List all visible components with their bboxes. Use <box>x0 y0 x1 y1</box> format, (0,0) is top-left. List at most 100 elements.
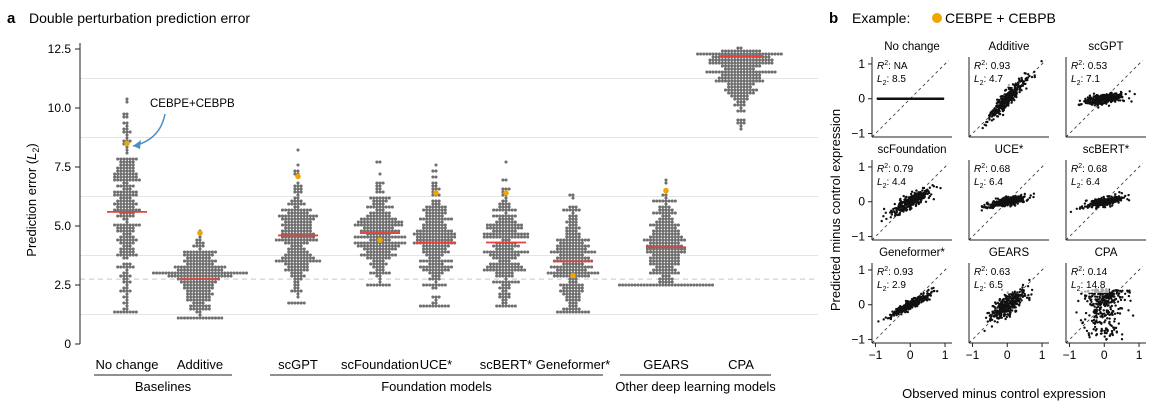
swarm-point <box>378 196 382 200</box>
swarm-point <box>425 223 429 227</box>
scatter-point <box>1023 192 1026 196</box>
swarm-point <box>210 259 214 263</box>
swarm-point <box>739 106 743 110</box>
swarm-point <box>739 76 743 80</box>
swarm-point <box>652 283 656 287</box>
swarm-point <box>727 85 731 89</box>
scatter-point <box>1010 92 1013 95</box>
swarm-point <box>501 217 505 221</box>
swarm-point <box>658 220 662 224</box>
swarm-point <box>568 232 572 236</box>
swarm-point <box>510 262 514 266</box>
swarm-point <box>443 208 447 212</box>
swarm-point <box>381 265 385 269</box>
swarm-point <box>664 277 668 281</box>
swarm-point <box>390 229 394 233</box>
swarm-point <box>372 271 376 275</box>
swarm-point <box>739 85 743 89</box>
swarm-point <box>207 289 211 293</box>
swarm-point <box>586 274 591 278</box>
swarm-point <box>201 265 205 269</box>
scatter-point <box>910 97 913 100</box>
scatter-point <box>999 95 1002 98</box>
swarm-point <box>192 304 196 308</box>
scatter-point <box>888 97 891 100</box>
swarm-point <box>192 265 196 269</box>
scatter-point <box>992 205 996 208</box>
scatter-point <box>1085 205 1088 208</box>
swarm-point <box>210 268 214 272</box>
swarm-point <box>739 127 743 131</box>
swarm-point <box>356 241 360 245</box>
scatter-point <box>984 205 988 209</box>
scatter-point <box>915 189 918 192</box>
scatter-point <box>1097 106 1100 109</box>
swarm-point <box>571 307 575 311</box>
scatter-point <box>1107 195 1111 198</box>
swarm-point <box>523 235 527 239</box>
swarm-point <box>122 130 126 134</box>
swarm-point <box>431 277 435 281</box>
swarm-point <box>125 124 129 128</box>
swarm-point <box>296 211 300 215</box>
swarm-point <box>378 277 382 281</box>
swarm-point <box>501 295 505 299</box>
swarm-point <box>739 73 743 77</box>
swarm-point <box>495 253 499 257</box>
swarm-point <box>204 271 208 275</box>
swarm-point <box>568 277 572 281</box>
swarm-point <box>299 208 303 212</box>
swarm-point <box>559 265 563 269</box>
swarm-point <box>485 250 489 254</box>
swarm-point <box>287 253 291 257</box>
swarm-point <box>284 220 288 224</box>
swarm-point <box>431 223 435 227</box>
swarm-point <box>507 259 511 263</box>
swarm-point <box>125 187 129 191</box>
scatter-point <box>916 199 919 202</box>
scatter-point <box>1004 317 1007 321</box>
swarm-point <box>437 274 441 278</box>
scatter-point <box>998 299 1001 302</box>
swarm-point <box>119 166 123 170</box>
swarm-point <box>299 274 303 278</box>
swarm-point <box>125 220 129 224</box>
scatter-point <box>939 97 942 100</box>
scatter-point <box>906 310 909 314</box>
swarm-point <box>372 235 376 239</box>
swarm-point <box>305 241 309 245</box>
scatter-point <box>919 191 922 194</box>
swarm-point <box>122 187 126 191</box>
scatter-point <box>907 97 910 100</box>
swarm-point <box>568 247 572 251</box>
swarm-point <box>428 205 432 209</box>
swarm-point <box>583 265 587 269</box>
swarm-point <box>122 127 126 131</box>
swarm-point <box>131 178 135 182</box>
swarm-point <box>369 226 373 230</box>
swarm-point <box>574 286 578 290</box>
scatter-point <box>933 289 936 293</box>
swarm-point <box>116 265 120 269</box>
swarm-point <box>122 112 126 116</box>
swarm-point <box>359 220 363 224</box>
swarm-point <box>204 268 208 272</box>
scatter-point <box>1000 98 1004 101</box>
scatter-point <box>1114 193 1117 196</box>
swarm-point <box>507 238 511 242</box>
scatter-point <box>919 193 922 197</box>
swarm-point <box>434 208 438 212</box>
swarm-point <box>116 229 120 233</box>
swarm-point <box>293 208 297 212</box>
swarm-point <box>134 193 138 197</box>
swarm-point <box>739 67 743 71</box>
swarm-point <box>667 250 671 254</box>
scatter-point <box>930 193 933 196</box>
swarm-point <box>122 223 126 227</box>
swarm-point <box>453 235 457 239</box>
scatter-point <box>900 313 903 316</box>
swarm-point <box>384 199 388 203</box>
swarm-point <box>742 79 746 83</box>
swarm-point <box>434 286 438 290</box>
scatter-point <box>1002 102 1005 106</box>
